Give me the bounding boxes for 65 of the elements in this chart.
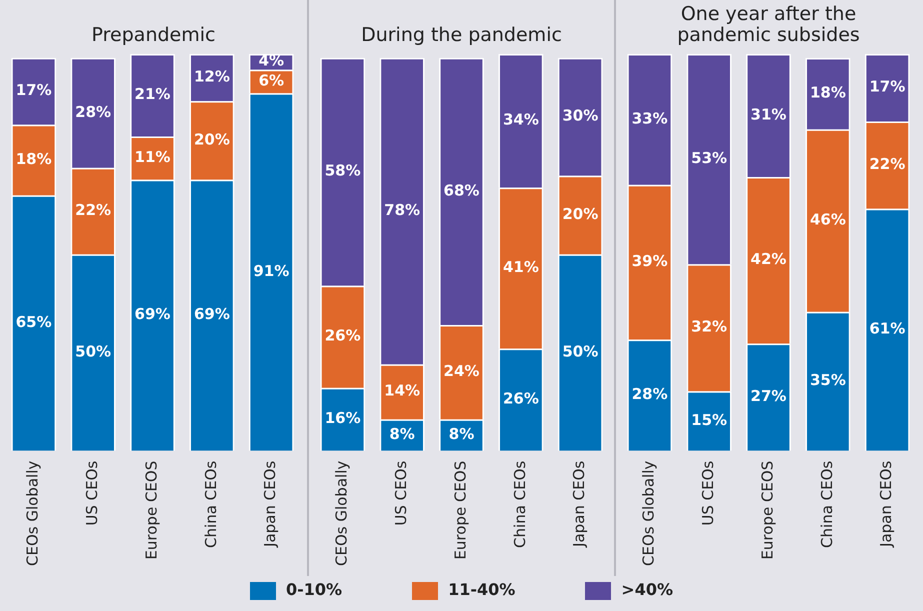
x-tick-label: Europe CEOS bbox=[758, 460, 776, 560]
data-label: 68% bbox=[444, 181, 480, 200]
x-tick-label: CEOs Globally bbox=[24, 460, 42, 566]
data-label: 91% bbox=[253, 262, 290, 280]
data-label: 14% bbox=[384, 382, 420, 400]
x-tick-label: Japan CEOs bbox=[570, 460, 588, 548]
data-label: 28% bbox=[632, 385, 668, 404]
data-label: 15% bbox=[691, 410, 728, 429]
data-label: 24% bbox=[444, 362, 480, 380]
x-tick-label: CEOs Globally bbox=[332, 460, 351, 566]
legend-label: 11-40% bbox=[448, 580, 516, 599]
data-label: 50% bbox=[562, 342, 598, 360]
data-label: 46% bbox=[810, 210, 846, 229]
x-tick-label: China CEOs bbox=[510, 460, 529, 548]
data-label: 31% bbox=[750, 105, 786, 124]
legend-label: >40% bbox=[621, 580, 673, 599]
data-label: 32% bbox=[691, 318, 728, 336]
data-label: 8% bbox=[448, 424, 474, 443]
x-tick-label: US CEOs bbox=[82, 460, 101, 526]
x-tick-label: Europe CEOS bbox=[142, 460, 160, 560]
data-label: 18% bbox=[16, 150, 52, 168]
x-tick-label: US CEOs bbox=[698, 460, 717, 526]
data-label: 35% bbox=[810, 371, 846, 390]
data-label: 50% bbox=[75, 342, 112, 360]
data-label: 28% bbox=[75, 102, 112, 121]
data-label: 12% bbox=[194, 67, 230, 86]
data-label: 41% bbox=[502, 258, 539, 276]
x-tick-label: China CEOs bbox=[202, 460, 220, 548]
chart-title: One year after the pandemic subsides bbox=[676, 2, 861, 46]
data-label: 69% bbox=[194, 305, 230, 324]
data-label: 27% bbox=[750, 387, 786, 406]
data-label: 17% bbox=[869, 78, 906, 96]
data-label: 6% bbox=[258, 71, 284, 90]
x-tick-label: Japan CEOs bbox=[877, 460, 896, 548]
x-tick-label: Europe CEOS bbox=[451, 460, 470, 560]
data-label: 42% bbox=[750, 250, 786, 268]
x-tick-label: CEOs Globally bbox=[640, 460, 658, 566]
data-label: 21% bbox=[134, 85, 170, 104]
x-tick-label: US CEOs bbox=[392, 460, 410, 526]
data-label: 17% bbox=[16, 81, 52, 100]
data-label: 78% bbox=[384, 201, 420, 220]
chart-title: During the pandemic bbox=[360, 23, 563, 46]
data-label: 16% bbox=[324, 409, 361, 428]
data-label: 39% bbox=[632, 252, 668, 270]
data-label: 61% bbox=[869, 320, 906, 338]
data-label: 65% bbox=[16, 312, 52, 331]
data-label: 33% bbox=[632, 109, 668, 128]
data-label: 11% bbox=[134, 148, 170, 166]
data-label: 20% bbox=[562, 204, 598, 223]
data-label: 18% bbox=[810, 84, 846, 102]
data-label: 58% bbox=[324, 162, 361, 180]
data-label: 8% bbox=[389, 424, 415, 443]
legend-label: 0-10% bbox=[286, 580, 342, 599]
data-label: 26% bbox=[502, 390, 539, 408]
data-label: 22% bbox=[869, 154, 906, 173]
data-label: 20% bbox=[194, 130, 230, 148]
chart-title: Prepandemic bbox=[90, 23, 216, 46]
data-label: 69% bbox=[134, 305, 170, 324]
x-tick-label: China CEOs bbox=[818, 460, 836, 548]
data-label: 34% bbox=[502, 110, 539, 129]
data-label: 30% bbox=[562, 106, 598, 125]
data-label: 53% bbox=[691, 149, 728, 168]
data-label: 22% bbox=[75, 201, 112, 220]
data-label: 26% bbox=[324, 326, 361, 345]
x-tick-label: Japan CEOs bbox=[261, 460, 280, 548]
